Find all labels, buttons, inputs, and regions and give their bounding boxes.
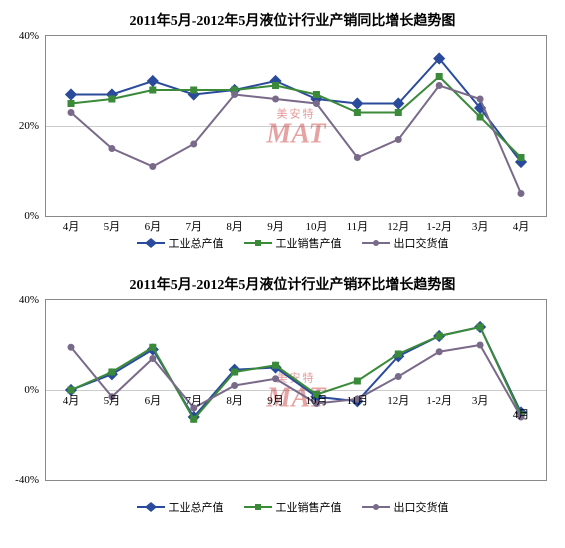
plot-area: 0%20%40%美安特MAT4月5月6月7月8月9月10月11月12月1-2月3… bbox=[45, 35, 547, 217]
chart-title: 2011年5月-2012年5月液位计行业产销同比增长趋势图 bbox=[10, 10, 565, 30]
x-tick: 5月 bbox=[104, 392, 121, 408]
series-line bbox=[71, 77, 521, 158]
x-tick: 6月 bbox=[145, 392, 162, 408]
legend-swatch bbox=[244, 235, 272, 254]
x-tick: 3月 bbox=[472, 392, 489, 408]
x-tick: 8月 bbox=[226, 392, 243, 408]
legend: 工业总产值 工业销售产值 出口交货值 bbox=[10, 499, 565, 518]
chart: 2011年5月-2012年5月液位计行业产销同比增长趋势图 0%20%40%美安特… bbox=[10, 10, 565, 254]
y-axis: -40%0%40% bbox=[11, 300, 41, 480]
x-tick: 11月 bbox=[347, 218, 369, 234]
x-tick: 4月 bbox=[63, 392, 80, 408]
y-tick: 20% bbox=[19, 120, 39, 132]
legend-label: 出口交货值 bbox=[394, 502, 449, 514]
legend-swatch bbox=[362, 499, 390, 518]
y-tick: 40% bbox=[19, 30, 39, 42]
legend-swatch bbox=[137, 235, 165, 254]
legend-label: 工业总产值 bbox=[169, 238, 224, 250]
x-tick: 3月 bbox=[472, 218, 489, 234]
series-line bbox=[71, 86, 521, 194]
legend-label: 工业销售产值 bbox=[276, 238, 342, 250]
legend-swatch bbox=[362, 235, 390, 254]
x-tick: 4月 bbox=[63, 218, 80, 234]
x-tick: 9月 bbox=[267, 218, 284, 234]
y-tick: 0% bbox=[24, 384, 39, 396]
legend-swatch bbox=[137, 499, 165, 518]
x-tick: 4月 bbox=[513, 406, 530, 422]
legend-swatch bbox=[244, 499, 272, 518]
y-axis: 0%20%40% bbox=[11, 36, 41, 216]
legend-item: 出口交货值 bbox=[362, 499, 449, 518]
x-tick: 4月 bbox=[513, 218, 530, 234]
x-tick: 1-2月 bbox=[426, 392, 452, 408]
x-tick: 12月 bbox=[387, 392, 409, 408]
legend-item: 出口交货值 bbox=[362, 235, 449, 254]
x-tick: 9月 bbox=[267, 392, 284, 408]
y-tick: -40% bbox=[15, 474, 39, 486]
x-tick: 1-2月 bbox=[426, 218, 452, 234]
chart: 2011年5月-2012年5月液位计行业产销环比增长趋势图-40%0%40%美安… bbox=[10, 274, 565, 518]
x-tick: 10月 bbox=[305, 218, 327, 234]
legend-label: 工业销售产值 bbox=[276, 502, 342, 514]
legend-item: 工业总产值 bbox=[137, 235, 224, 254]
plot-area: -40%0%40%美安特MAT4月5月6月7月8月9月10月11月12月1-2月… bbox=[45, 299, 547, 481]
x-tick: 12月 bbox=[387, 218, 409, 234]
series-layer bbox=[46, 36, 546, 216]
x-tick: 7月 bbox=[185, 392, 202, 408]
chart-title: 2011年5月-2012年5月液位计行业产销环比增长趋势图 bbox=[10, 274, 565, 294]
x-tick: 8月 bbox=[226, 218, 243, 234]
legend-item: 工业销售产值 bbox=[244, 235, 342, 254]
x-tick: 10月 bbox=[305, 392, 327, 408]
legend: 工业总产值 工业销售产值 出口交货值 bbox=[10, 235, 565, 254]
x-tick: 11月 bbox=[347, 392, 369, 408]
y-tick: 40% bbox=[19, 294, 39, 306]
legend-item: 工业销售产值 bbox=[244, 499, 342, 518]
legend-label: 出口交货值 bbox=[394, 238, 449, 250]
y-tick: 0% bbox=[24, 210, 39, 222]
x-tick: 5月 bbox=[104, 218, 121, 234]
x-tick: 6月 bbox=[145, 218, 162, 234]
x-tick: 7月 bbox=[185, 218, 202, 234]
legend-label: 工业总产值 bbox=[169, 502, 224, 514]
series-layer bbox=[46, 300, 546, 480]
series-line bbox=[71, 59, 521, 163]
legend-item: 工业总产值 bbox=[137, 499, 224, 518]
